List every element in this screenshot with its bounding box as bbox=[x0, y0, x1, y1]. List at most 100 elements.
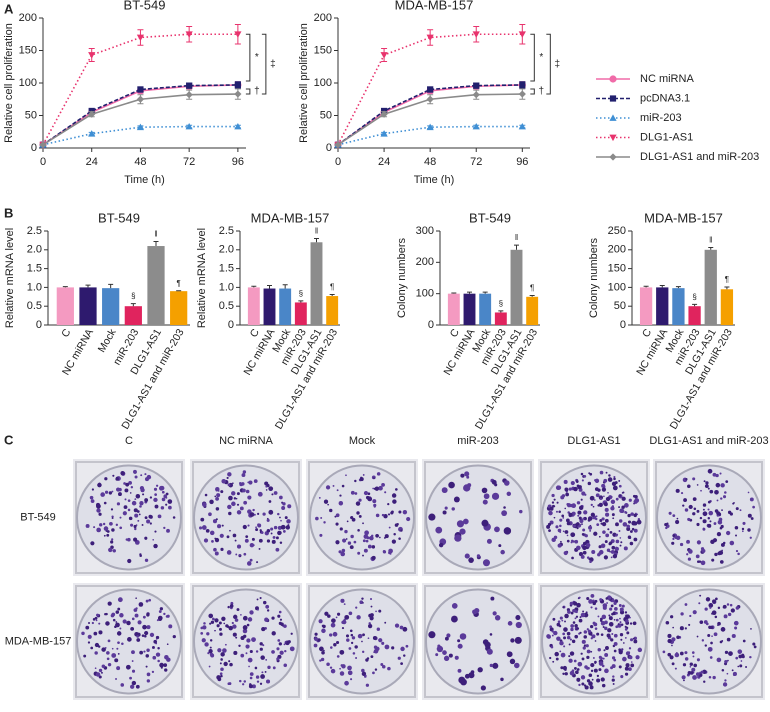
colony bbox=[382, 550, 387, 554]
colony bbox=[604, 668, 609, 674]
colony bbox=[388, 548, 393, 554]
colony bbox=[456, 520, 465, 528]
error-bar bbox=[329, 294, 335, 297]
marker bbox=[380, 52, 388, 59]
colony bbox=[399, 625, 404, 630]
colony bbox=[571, 669, 575, 673]
colony bbox=[157, 514, 162, 519]
colony bbox=[229, 604, 234, 608]
colony bbox=[721, 509, 723, 512]
colony bbox=[368, 622, 371, 625]
colony bbox=[628, 647, 632, 650]
colony bbox=[598, 502, 603, 508]
colony bbox=[696, 509, 700, 513]
colony bbox=[217, 648, 222, 653]
colony bbox=[442, 510, 447, 515]
colony bbox=[607, 628, 612, 633]
colony bbox=[585, 542, 591, 548]
colony bbox=[321, 651, 325, 655]
colony bbox=[592, 505, 595, 508]
colony bbox=[158, 485, 164, 491]
colony bbox=[566, 635, 571, 640]
colony bbox=[403, 654, 406, 657]
colony bbox=[750, 517, 754, 520]
colony bbox=[573, 524, 576, 528]
colony bbox=[723, 614, 728, 619]
colony bbox=[698, 560, 702, 563]
colony bbox=[356, 615, 361, 620]
colony bbox=[464, 471, 470, 477]
colony bbox=[566, 631, 571, 636]
marker bbox=[334, 141, 342, 149]
colony bbox=[205, 528, 210, 533]
colony bbox=[446, 633, 451, 638]
colony bbox=[229, 662, 233, 667]
colony bbox=[554, 651, 559, 657]
colony bbox=[627, 513, 631, 518]
colony bbox=[671, 541, 675, 545]
colony bbox=[468, 557, 474, 563]
colony bbox=[702, 562, 705, 564]
colony bbox=[376, 627, 381, 631]
colony bbox=[578, 618, 583, 623]
x-axis-label: Time (h) bbox=[124, 174, 165, 186]
colony bbox=[319, 659, 322, 662]
colony bbox=[232, 632, 237, 637]
colony bbox=[130, 626, 135, 631]
panel-label: C bbox=[4, 432, 14, 447]
colony bbox=[146, 519, 151, 524]
colony bbox=[608, 474, 611, 477]
colony bbox=[630, 661, 633, 663]
colony bbox=[599, 470, 604, 475]
colony bbox=[662, 650, 666, 654]
colony bbox=[247, 495, 252, 500]
colony bbox=[510, 638, 515, 643]
colony bbox=[214, 618, 219, 623]
y-tick-label: 100 bbox=[416, 288, 434, 300]
colony bbox=[689, 662, 693, 666]
colony bbox=[333, 643, 337, 647]
colony bbox=[214, 537, 220, 543]
colony bbox=[551, 634, 554, 637]
colony bbox=[206, 632, 210, 636]
colony bbox=[629, 622, 633, 625]
y-tick-label: 2.0 bbox=[219, 244, 234, 256]
colony bbox=[270, 527, 274, 531]
colony bbox=[320, 516, 323, 519]
colony bbox=[122, 619, 127, 624]
colony bbox=[626, 524, 631, 529]
colony bbox=[233, 614, 238, 620]
colony bbox=[599, 617, 603, 621]
colony bbox=[738, 654, 743, 659]
colony bbox=[621, 604, 625, 608]
colony bbox=[605, 646, 609, 650]
colony bbox=[151, 670, 155, 674]
bar bbox=[720, 289, 734, 325]
colony bbox=[152, 538, 154, 541]
marker bbox=[473, 82, 480, 89]
colony bbox=[570, 627, 574, 632]
colony bbox=[620, 675, 624, 679]
y-tick-label: 0 bbox=[36, 319, 42, 331]
colony bbox=[492, 611, 497, 616]
column-label: DLG1-AS1 bbox=[567, 435, 620, 447]
colony bbox=[571, 556, 574, 560]
colony bbox=[93, 526, 96, 529]
colony bbox=[221, 524, 224, 527]
colony bbox=[131, 617, 135, 621]
plate bbox=[656, 588, 762, 695]
colony bbox=[671, 662, 675, 666]
annotation: * bbox=[255, 52, 259, 63]
plate bbox=[425, 464, 531, 571]
column-label: miR-203 bbox=[457, 435, 499, 447]
colony bbox=[613, 618, 616, 621]
colony bbox=[702, 503, 707, 507]
colony bbox=[265, 658, 268, 661]
colony bbox=[125, 482, 130, 487]
colony bbox=[548, 529, 551, 532]
colony bbox=[378, 485, 383, 491]
colony bbox=[612, 485, 618, 491]
colony bbox=[547, 522, 552, 527]
significance-mark: ‖ bbox=[154, 230, 157, 239]
colony bbox=[245, 489, 250, 494]
